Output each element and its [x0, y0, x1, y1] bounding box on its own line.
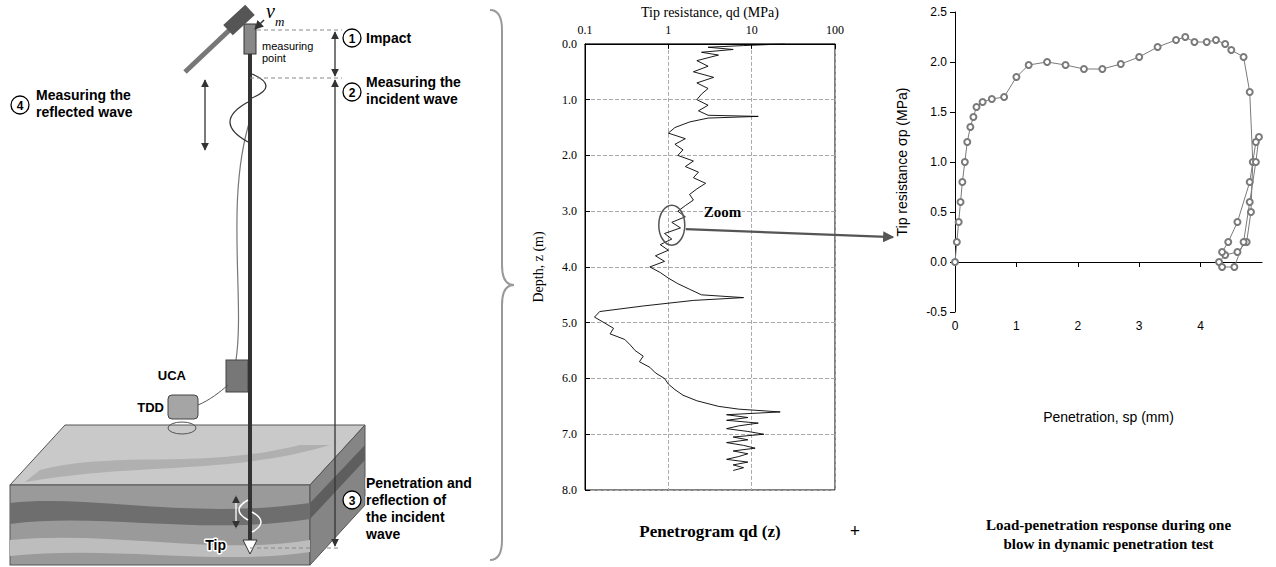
svg-text:4: 4	[1197, 319, 1204, 333]
svg-text:1.5: 1.5	[930, 105, 947, 119]
svg-text:Zoom: Zoom	[704, 204, 742, 220]
svg-text:6.0: 6.0	[562, 371, 577, 385]
svg-text:vm: vm	[266, 0, 284, 29]
svg-text:5.0: 5.0	[562, 316, 577, 330]
svg-text:Measuring the: Measuring the	[366, 74, 461, 90]
svg-text:1: 1	[349, 32, 356, 46]
svg-text:2.0: 2.0	[562, 148, 577, 162]
svg-text:7.0: 7.0	[562, 427, 577, 441]
svg-text:0.1: 0.1	[578, 23, 593, 37]
svg-text:Penetration, sp (mm): Penetration, sp (mm)	[1043, 409, 1174, 425]
svg-text:UCA: UCA	[158, 368, 187, 383]
svg-text:2: 2	[349, 86, 356, 100]
svg-text:incident wave: incident wave	[366, 91, 458, 107]
svg-text:0.0: 0.0	[562, 37, 577, 51]
svg-text:Tip: Tip	[205, 537, 226, 553]
svg-text:reflection of: reflection of	[366, 492, 446, 508]
svg-text:0.0: 0.0	[930, 255, 947, 269]
svg-text:Penetration and: Penetration and	[366, 475, 472, 491]
svg-text:blow in dynamic penetration te: blow in dynamic penetration test	[1004, 536, 1214, 552]
svg-text:wave: wave	[365, 526, 400, 542]
svg-text:3: 3	[349, 494, 356, 508]
svg-text:+: +	[850, 521, 860, 541]
svg-text:4: 4	[17, 99, 24, 113]
svg-text:Impact: Impact	[366, 30, 411, 46]
svg-text:0.5: 0.5	[930, 205, 947, 219]
svg-text:Tip resistance σp (MPa): Tip resistance σp (MPa)	[894, 88, 910, 237]
svg-text:3.0: 3.0	[562, 204, 577, 218]
svg-text:the incident: the incident	[366, 509, 445, 525]
svg-text:measuring: measuring	[262, 40, 313, 52]
svg-text:TDD: TDD	[137, 400, 164, 415]
svg-text:2.5: 2.5	[930, 5, 947, 19]
svg-text:Depth, z (m): Depth, z (m)	[531, 231, 547, 302]
svg-text:1.0: 1.0	[562, 93, 577, 107]
svg-text:Tip resistance, qd (MPa): Tip resistance, qd (MPa)	[641, 5, 779, 21]
svg-text:-0.5: -0.5	[926, 305, 947, 319]
svg-text:3: 3	[1136, 319, 1143, 333]
svg-text:0: 0	[952, 319, 959, 333]
svg-text:Measuring the: Measuring the	[36, 87, 131, 103]
svg-text:8.0: 8.0	[562, 483, 577, 497]
svg-text:1: 1	[1013, 319, 1020, 333]
svg-text:10: 10	[746, 23, 758, 37]
svg-text:point: point	[262, 52, 286, 64]
svg-text:2: 2	[1074, 319, 1081, 333]
svg-text:1: 1	[665, 23, 671, 37]
svg-text:4.0: 4.0	[562, 260, 577, 274]
svg-text:Penetrogram qd (z): Penetrogram qd (z)	[639, 522, 780, 541]
svg-text:reflected wave: reflected wave	[36, 104, 133, 120]
svg-text:100: 100	[826, 23, 844, 37]
svg-text:2.0: 2.0	[930, 55, 947, 69]
svg-text:Load-penetration response duri: Load-penetration response during one	[986, 517, 1232, 533]
svg-text:1.0: 1.0	[930, 155, 947, 169]
